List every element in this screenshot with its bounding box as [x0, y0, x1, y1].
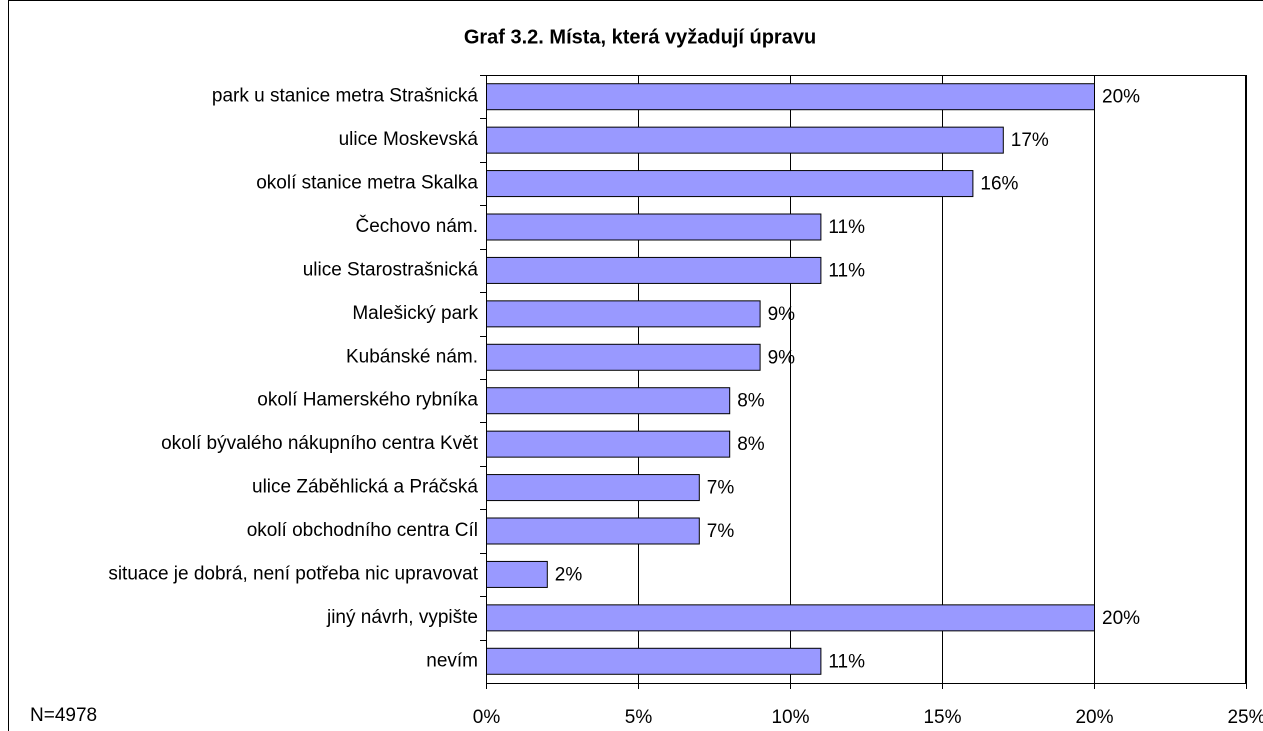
chart-title: Graf 3.2. Místa, která vyžadují úpravu — [464, 26, 816, 48]
y-tick-label: okolí Hamerského rybníka — [257, 390, 478, 411]
value-label: 7% — [707, 478, 735, 499]
x-tick-label: 15% — [923, 707, 961, 728]
bar — [486, 604, 1095, 632]
x-tick-label: 25% — [1227, 707, 1263, 728]
y-tick-label: Malešický park — [352, 303, 478, 324]
x-tick-label: 0% — [473, 707, 501, 728]
bar — [486, 647, 822, 675]
y-tick-label: Kubánské nám. — [346, 346, 478, 367]
bar — [486, 474, 700, 502]
y-tick-label: ulice Starostrašnická — [303, 259, 479, 280]
annotation: N=4978 — [30, 705, 97, 726]
bar — [486, 387, 731, 415]
y-tick-label: okolí stanice metra Skalka — [256, 173, 478, 194]
value-label: 9% — [768, 304, 796, 325]
bar — [486, 343, 761, 371]
value-label: 16% — [980, 174, 1018, 195]
bar — [486, 170, 974, 198]
bar — [486, 256, 822, 284]
y-tick-label: situace je dobrá, není potřeba nic uprav… — [108, 563, 478, 584]
bar — [486, 83, 1095, 111]
bar — [486, 430, 731, 458]
x-tick-label: 10% — [771, 707, 809, 728]
value-label: 17% — [1011, 130, 1049, 151]
y-tick-label: ulice Záběhlická a Práčská — [252, 477, 478, 498]
value-label: 2% — [555, 564, 583, 585]
y-tick-label: park u stanice metra Strašnická — [212, 86, 479, 107]
x-tick-label: 20% — [1075, 707, 1113, 728]
value-label: 8% — [737, 434, 765, 455]
value-label: 20% — [1102, 608, 1140, 629]
y-tick-label: ulice Moskevská — [339, 129, 479, 150]
y-tick-label: okolí obchodního centra Cíl — [247, 520, 478, 541]
value-label: 7% — [707, 521, 735, 542]
y-tick-label: nevím — [426, 650, 478, 671]
value-label: 8% — [737, 391, 765, 412]
y-tick-label: okolí bývalého nákupního centra Květ — [161, 433, 479, 454]
y-tick-label: jiný návrh, vypište — [326, 607, 478, 628]
bar — [486, 126, 1004, 154]
value-label: 9% — [768, 347, 796, 368]
bar — [486, 300, 761, 328]
value-label: 20% — [1102, 87, 1140, 108]
value-label: 11% — [828, 260, 865, 281]
value-label: 11% — [828, 651, 865, 672]
bar — [486, 560, 548, 588]
x-tick-label: 5% — [625, 707, 653, 728]
y-tick-label: Čechovo nám. — [355, 215, 478, 237]
bar — [486, 517, 700, 545]
value-label: 11% — [828, 217, 865, 238]
bar — [486, 213, 822, 241]
